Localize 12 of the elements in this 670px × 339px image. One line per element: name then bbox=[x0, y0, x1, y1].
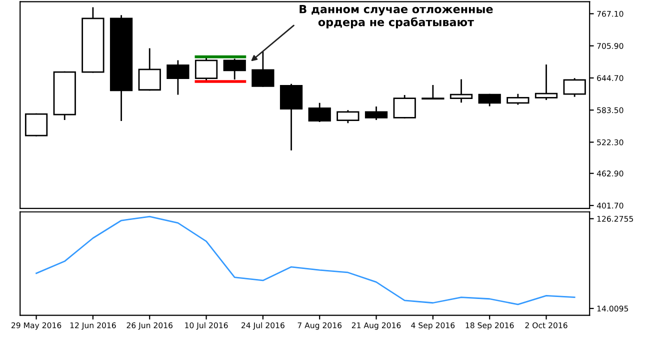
candlestick bbox=[280, 84, 303, 150]
annotation: В данном случае отложенные ордера не срабатывают bbox=[300, 5, 493, 28]
candlestick bbox=[336, 110, 360, 124]
candlestick bbox=[110, 15, 133, 122]
candlestick bbox=[506, 94, 530, 105]
candlestick bbox=[534, 64, 558, 100]
candlestick bbox=[364, 106, 388, 120]
line-series bbox=[36, 216, 576, 306]
candlestick bbox=[450, 79, 473, 103]
candlestick bbox=[308, 102, 331, 122]
candlestick bbox=[563, 78, 586, 97]
candlestick bbox=[223, 58, 246, 80]
